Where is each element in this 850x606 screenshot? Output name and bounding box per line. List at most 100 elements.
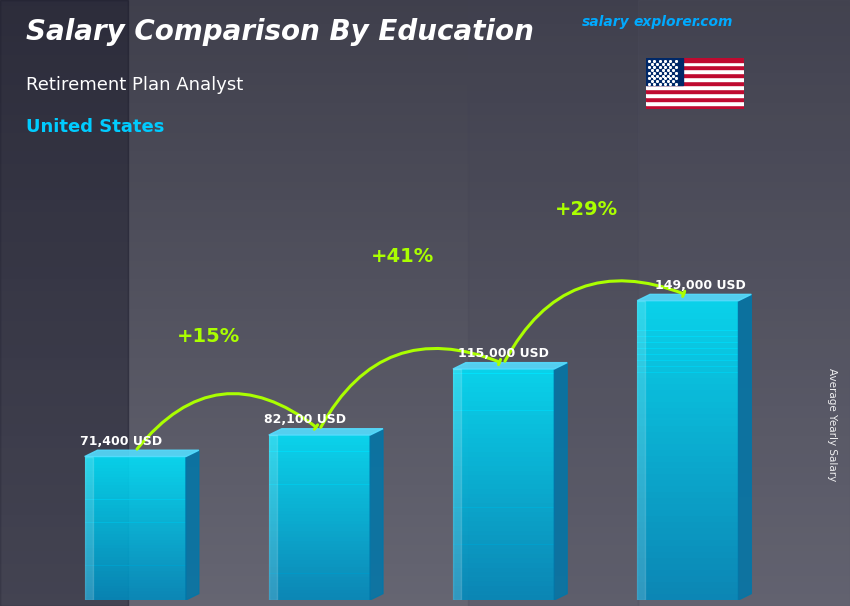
- Bar: [269, 494, 370, 498]
- Bar: [269, 561, 370, 564]
- Bar: [638, 301, 645, 600]
- Bar: [453, 369, 461, 600]
- Bar: [638, 588, 739, 594]
- Polygon shape: [269, 428, 383, 435]
- Bar: [453, 531, 554, 535]
- Bar: [453, 554, 554, 558]
- Bar: [269, 474, 370, 478]
- Bar: [453, 586, 554, 591]
- Bar: [85, 594, 186, 597]
- Bar: [85, 548, 186, 551]
- Text: .com: .com: [695, 15, 733, 29]
- Bar: [638, 486, 739, 492]
- Bar: [85, 488, 186, 491]
- Bar: [85, 505, 186, 508]
- Text: United States: United States: [26, 118, 164, 136]
- Bar: [638, 522, 739, 528]
- Bar: [85, 479, 186, 482]
- Bar: [269, 458, 370, 461]
- Bar: [85, 511, 186, 514]
- Bar: [85, 597, 186, 600]
- Bar: [638, 361, 739, 367]
- Bar: [638, 384, 739, 390]
- Bar: [646, 73, 744, 78]
- Text: 115,000 USD: 115,000 USD: [457, 347, 548, 360]
- Bar: [638, 540, 739, 546]
- Bar: [269, 491, 370, 494]
- Bar: [638, 330, 739, 336]
- Bar: [85, 560, 186, 562]
- Bar: [269, 508, 370, 511]
- Bar: [453, 558, 554, 563]
- Bar: [85, 494, 186, 497]
- Polygon shape: [554, 362, 567, 600]
- Text: 82,100 USD: 82,100 USD: [264, 413, 346, 426]
- Bar: [638, 534, 739, 540]
- Bar: [638, 415, 739, 421]
- Bar: [85, 537, 186, 540]
- Bar: [638, 498, 739, 504]
- Bar: [269, 471, 370, 474]
- Bar: [453, 535, 554, 540]
- Bar: [269, 567, 370, 570]
- Bar: [269, 498, 370, 501]
- Bar: [269, 593, 370, 597]
- Bar: [638, 570, 739, 576]
- Text: 149,000 USD: 149,000 USD: [654, 279, 745, 292]
- Bar: [638, 564, 739, 570]
- Bar: [638, 480, 739, 486]
- Bar: [638, 421, 739, 427]
- Text: +15%: +15%: [178, 327, 241, 346]
- Bar: [269, 537, 370, 541]
- Bar: [85, 583, 186, 585]
- Bar: [453, 438, 554, 443]
- Bar: [85, 554, 186, 557]
- Bar: [85, 465, 186, 468]
- Text: Average Yearly Salary: Average Yearly Salary: [827, 368, 837, 481]
- Bar: [269, 442, 370, 445]
- Bar: [85, 542, 186, 545]
- Bar: [85, 502, 186, 505]
- Bar: [646, 70, 744, 73]
- Bar: [269, 550, 370, 554]
- Bar: [269, 481, 370, 485]
- Bar: [453, 563, 554, 568]
- Bar: [85, 471, 186, 474]
- Bar: [85, 528, 186, 531]
- Bar: [638, 582, 739, 588]
- Bar: [453, 415, 554, 420]
- Bar: [85, 456, 186, 459]
- Bar: [85, 497, 186, 499]
- Bar: [269, 511, 370, 514]
- Bar: [269, 435, 370, 438]
- Bar: [638, 301, 739, 307]
- Bar: [453, 433, 554, 438]
- Bar: [638, 456, 739, 462]
- Bar: [453, 503, 554, 508]
- Bar: [453, 373, 554, 378]
- Bar: [85, 482, 186, 485]
- Polygon shape: [739, 295, 751, 600]
- Bar: [453, 567, 554, 572]
- Bar: [0, 0, 128, 606]
- Bar: [269, 590, 370, 593]
- Text: +41%: +41%: [371, 247, 434, 266]
- Bar: [269, 557, 370, 561]
- Bar: [453, 494, 554, 498]
- Text: salary: salary: [582, 15, 630, 29]
- Bar: [638, 510, 739, 516]
- Polygon shape: [186, 450, 199, 600]
- Bar: [453, 475, 554, 480]
- Bar: [85, 468, 186, 471]
- Bar: [85, 514, 186, 517]
- Bar: [453, 457, 554, 461]
- Bar: [269, 554, 370, 557]
- Bar: [85, 591, 186, 594]
- Bar: [85, 474, 186, 476]
- Bar: [453, 489, 554, 494]
- Bar: [269, 531, 370, 534]
- Bar: [269, 478, 370, 481]
- Bar: [453, 452, 554, 457]
- Bar: [453, 410, 554, 415]
- Text: Salary Comparison By Education: Salary Comparison By Education: [26, 18, 534, 46]
